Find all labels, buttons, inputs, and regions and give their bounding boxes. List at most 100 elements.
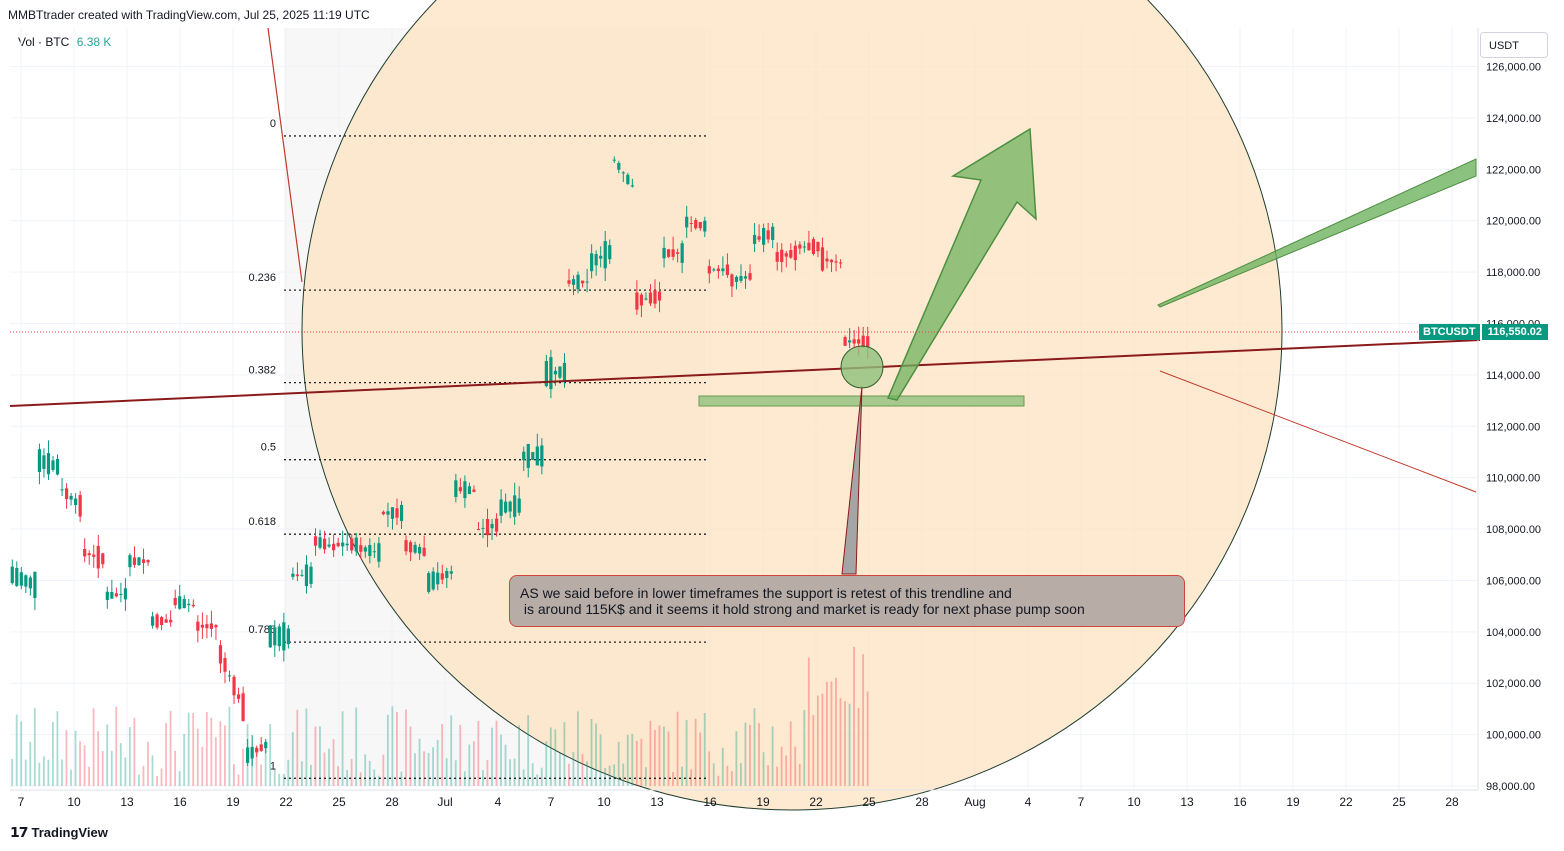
candle-body [513, 495, 517, 517]
volume-bar [169, 710, 172, 786]
volume-bar [730, 771, 733, 786]
time-tick-label: 22 [809, 795, 823, 809]
candle-body [866, 336, 870, 347]
candle-body [209, 623, 214, 629]
candle-body [816, 241, 820, 252]
candle-body [648, 292, 653, 304]
candle-body [531, 452, 535, 460]
volume-bar [549, 727, 552, 786]
volume-bar [617, 741, 620, 786]
candle-body [345, 543, 349, 546]
volume-bar [590, 718, 593, 786]
last-price-tag: BTCUSDT 116,550.02 [1419, 324, 1549, 340]
price-tick-label: 102,000.00 [1486, 678, 1541, 690]
candle-body [730, 274, 734, 287]
volume-bar [545, 741, 548, 786]
price-tick-label: 114,000.00 [1486, 370, 1540, 382]
candle-body [798, 244, 802, 249]
candle-body [748, 273, 752, 280]
volume-bar [405, 709, 407, 786]
candle-body [332, 543, 336, 551]
volume-bar [821, 693, 824, 786]
time-tick-label: 19 [756, 795, 770, 809]
candle-body [286, 628, 290, 645]
candle-body [517, 498, 521, 513]
candle-body [449, 571, 453, 574]
volume-bar [432, 747, 435, 786]
volume-bar [780, 746, 783, 786]
volume-bar [613, 764, 616, 786]
volume-bar [24, 759, 27, 786]
volume-bar [513, 758, 516, 786]
volume-bar [789, 721, 792, 786]
volume-bar [663, 726, 665, 786]
candle-body [83, 548, 87, 557]
volume-bar [626, 734, 629, 786]
price-tick-label: 120,000.00 [1486, 216, 1541, 228]
volume-bar [291, 732, 294, 786]
candle-body [771, 226, 775, 240]
volume-bar [835, 677, 837, 786]
candle-body [160, 617, 164, 626]
candle-body [304, 564, 309, 587]
volume-bar [685, 719, 688, 786]
candle-body [87, 553, 91, 556]
candle-body [28, 577, 32, 589]
candle-body [218, 645, 223, 664]
candle-body [617, 162, 621, 170]
time-tick-label: 4 [495, 795, 502, 809]
volume-bar [287, 759, 290, 786]
price-tick-label: 98,000.00 [1486, 781, 1535, 793]
candle-body [739, 276, 743, 281]
volume-bar [486, 759, 489, 786]
volume-bar [251, 748, 253, 786]
volume-bar [500, 734, 502, 786]
volume-bar [826, 681, 828, 786]
volume-bar [518, 725, 521, 786]
candle-body [354, 537, 358, 552]
time-tick-label: 25 [332, 795, 346, 809]
candle-body [549, 357, 553, 390]
volume-bar [269, 724, 272, 786]
volume-bar [853, 646, 855, 786]
volume-bar [536, 774, 539, 786]
volume-bar [15, 714, 18, 786]
candle-body [255, 747, 259, 753]
volume-bar [459, 725, 462, 786]
candle-body [789, 250, 793, 258]
volume-bar [156, 775, 158, 786]
chart-created-by: MMBTtrader created with TradingView.com,… [8, 8, 370, 22]
candle-body [676, 252, 680, 254]
candle-body [182, 598, 186, 609]
time-tick-label: 13 [1180, 795, 1194, 809]
candle-body [46, 453, 51, 475]
volume-bar [128, 727, 131, 786]
candle-body [372, 551, 376, 553]
candle-body [78, 495, 82, 517]
volume-bar [798, 763, 801, 786]
volume-bar [296, 709, 299, 786]
retest-marker [840, 345, 884, 389]
price-tick-label: 124,000.00 [1486, 113, 1541, 125]
candle-body [300, 574, 304, 576]
price-tick-label: 100,000.00 [1486, 730, 1541, 742]
volume-bar [690, 769, 693, 786]
analysis-note[interactable]: AS we said before in lower timeframes th… [509, 575, 1185, 627]
volume-bar [29, 741, 32, 786]
tradingview-footer[interactable]: 𝟭𝟳 TradingView [10, 824, 108, 841]
candle-body [273, 627, 277, 646]
fib-level-label: 0.786 [248, 624, 276, 636]
candle-body [191, 604, 195, 607]
volume-bar [11, 758, 14, 786]
candle-body [137, 557, 141, 565]
time-tick-label: 16 [1233, 795, 1247, 809]
candle-body [386, 511, 390, 515]
candle-body [689, 223, 693, 225]
candle-body [504, 501, 508, 513]
candle-body [173, 597, 177, 606]
currency-selector[interactable]: USDT [1480, 32, 1548, 58]
annotation-pointer [841, 385, 863, 575]
candle-body [558, 366, 562, 378]
price-tick-label: 110,000.00 [1486, 473, 1540, 485]
